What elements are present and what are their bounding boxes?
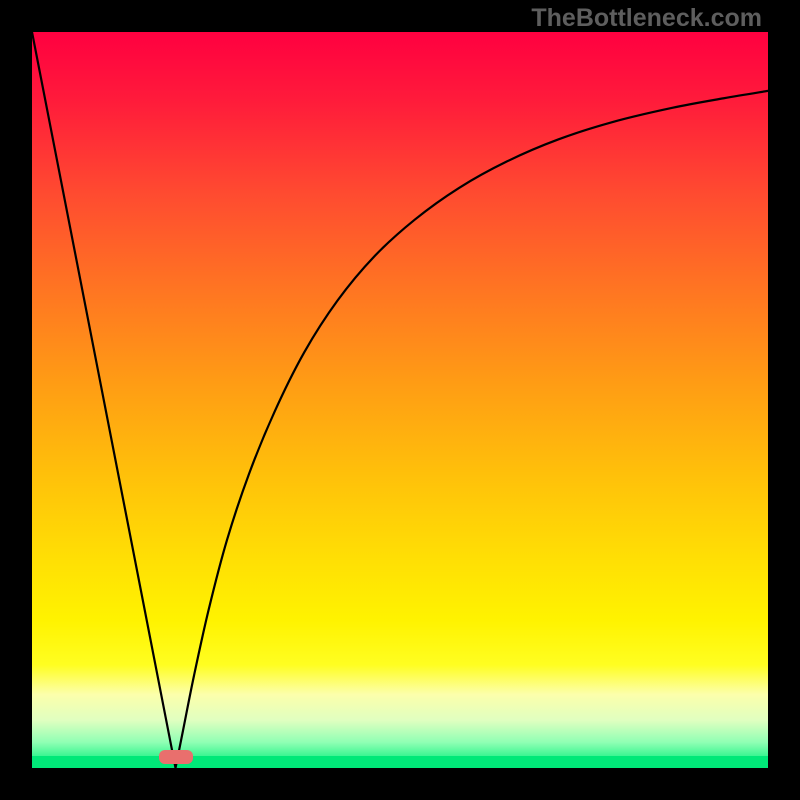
optimum-marker [159, 750, 193, 764]
frame-bottom [0, 768, 800, 800]
bottleneck-curve [32, 32, 768, 768]
frame-right [768, 0, 800, 800]
plot-area [32, 32, 768, 768]
chart-container: { "canvas": { "width": 800, "height": 80… [0, 0, 800, 800]
watermark-text: TheBottleneck.com [531, 4, 762, 33]
frame-left [0, 0, 32, 800]
